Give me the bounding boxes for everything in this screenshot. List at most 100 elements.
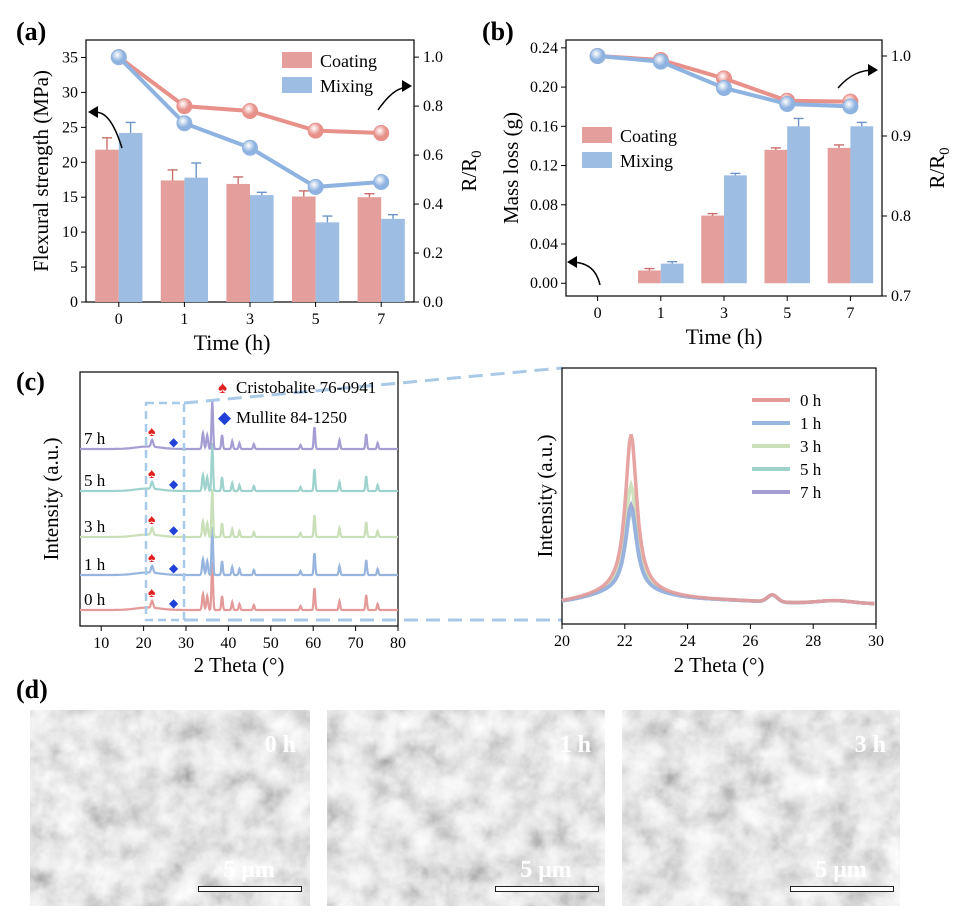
scale-bar-label: 5 μm	[815, 857, 867, 883]
mullite-legend-symbol: ◆	[218, 408, 232, 427]
panel-a-xlabel: Time (h)	[194, 330, 271, 355]
marker-coating	[242, 103, 258, 120]
y-tick-label: 30	[62, 84, 78, 101]
marker-mixing	[842, 98, 859, 115]
legend-label: 1 h	[800, 414, 822, 433]
panel-c-right-chart: 20 22 24 26 28 300 h1 h3 h5 h7 h 2 Theta (°) …	[533, 367, 884, 677]
sem-time-label: 1 h	[559, 732, 591, 758]
cristobalite-marker: ♠	[148, 586, 156, 601]
mullite-marker: ◆	[169, 596, 179, 610]
y2-tick-label: 0.8	[891, 208, 911, 225]
mullite-marker: ◆	[169, 523, 179, 537]
scale-bar	[790, 886, 894, 892]
panel-a-left-arrow	[89, 111, 123, 149]
panel-b-y2label: R/R0	[925, 147, 953, 188]
scale-bar-label: 5 μm	[520, 857, 572, 883]
x-tick-label: 20	[554, 633, 570, 650]
panel-b-legend-mixing: Mixing	[620, 151, 673, 171]
mullite-marker: ◆	[169, 477, 179, 491]
x-tick-label: 26	[742, 633, 758, 650]
x-tick-label: 1	[657, 305, 665, 322]
bar-coating	[160, 180, 185, 303]
x-tick-label: 1	[180, 311, 188, 328]
panel-c-left-xlabel: 2 Theta (°)	[194, 653, 285, 677]
mullite-legend-text: Mullite 84-1250	[236, 408, 347, 427]
y-tick-label: 25	[62, 119, 78, 136]
marker-mixing	[652, 53, 669, 70]
marker-mixing	[779, 96, 796, 112]
panel-a-legend-coating: Coating	[320, 51, 377, 71]
y-tick-label: 5	[70, 259, 78, 276]
trace-label: 3 h	[84, 517, 106, 536]
scale-bar	[198, 886, 302, 892]
bar-coating	[291, 196, 316, 303]
x-tick-label: 7	[846, 305, 854, 322]
panel-b-left-arrowhead	[567, 256, 577, 268]
sem-time-label: 0 h	[264, 732, 296, 758]
xrd-trace	[80, 526, 398, 577]
legend-label: 5 h	[800, 460, 822, 479]
legend-label: 7 h	[800, 483, 822, 502]
trace-label: 5 h	[84, 471, 106, 490]
panel-a-right-arrowhead	[402, 80, 412, 92]
panel-a-y2label: R/R0	[457, 150, 485, 191]
sem-images	[30, 710, 900, 906]
y-tick-label: 0.16	[530, 118, 558, 135]
x-tick-label: 0	[594, 305, 602, 322]
x-tick-label: 0	[115, 311, 123, 328]
cristobalite-marker: ♠	[148, 425, 156, 440]
xrd-trace	[80, 488, 398, 539]
cristobalite-legend-symbol: ♠	[218, 378, 227, 397]
panel-b-legend-swatch-coating	[582, 127, 612, 143]
trace-label: 0 h	[84, 590, 106, 609]
x-tick-label: 70	[348, 635, 364, 652]
sem-time-label: 3 h	[854, 732, 886, 758]
legend-label: 0 h	[800, 391, 822, 410]
sem-image-0h	[30, 710, 310, 906]
panel-label-a: (a)	[16, 17, 46, 46]
sem-panel-3h: 3 h 5 μm	[622, 710, 900, 906]
bar-coating	[827, 147, 851, 284]
panel-c-left-ylabel: Intensity (a.u.)	[39, 437, 63, 560]
panel-b-legend-swatch-mixing	[582, 152, 612, 168]
sem-image-1h	[327, 710, 605, 906]
marker-mixing	[716, 80, 732, 96]
sem-panel-0h: 0 h 5 μm	[30, 710, 310, 906]
x-tick-label: 40	[220, 635, 236, 652]
bar-mixing	[787, 126, 810, 284]
panel-b-right-arrowhead	[868, 64, 878, 76]
y-tick-label: 20	[62, 154, 78, 171]
sem-panel-1h: 1 h 5 μm	[327, 710, 605, 906]
scale-bar	[495, 886, 599, 892]
trace-label: 7 h	[84, 429, 106, 448]
marker-coating	[176, 98, 193, 115]
bar-coating	[701, 215, 724, 284]
bar-mixing	[850, 126, 874, 284]
bar-coating	[638, 270, 661, 284]
y2-tick-label: 0.2	[423, 245, 443, 262]
marker-mixing	[242, 139, 258, 156]
panel-a-legend-mixing: Mixing	[320, 76, 373, 96]
scale-bar-label: 5 μm	[223, 857, 275, 883]
panel-b-legend-coating: Coating	[620, 126, 677, 146]
x-tick-label: 30	[868, 633, 884, 650]
panel-c-right-frame	[561, 367, 877, 625]
y-tick-label: 0.08	[530, 197, 558, 214]
panel-b-ylabel: Mass loss (g)	[499, 112, 523, 224]
cristobalite-legend-text: Cristobalite 76-0941	[236, 378, 376, 397]
bar-coating	[226, 183, 250, 303]
xrd-trace	[80, 442, 398, 493]
bar-coating	[357, 197, 382, 303]
y2-tick-label: 0.6	[423, 147, 443, 164]
bar-mixing	[118, 132, 143, 303]
zoom-region-box	[144, 401, 186, 622]
cristobalite-marker: ♠	[148, 513, 156, 528]
sem-image-3h	[622, 710, 900, 906]
panel-c-left-frame	[79, 371, 399, 627]
bar-coating	[95, 149, 119, 303]
y-tick-label: 0.00	[530, 275, 558, 292]
panel-c-right-xlabel: 2 Theta (°)	[674, 653, 765, 677]
xrd-trace	[80, 561, 398, 612]
zoom-trace-1h	[561, 505, 875, 606]
